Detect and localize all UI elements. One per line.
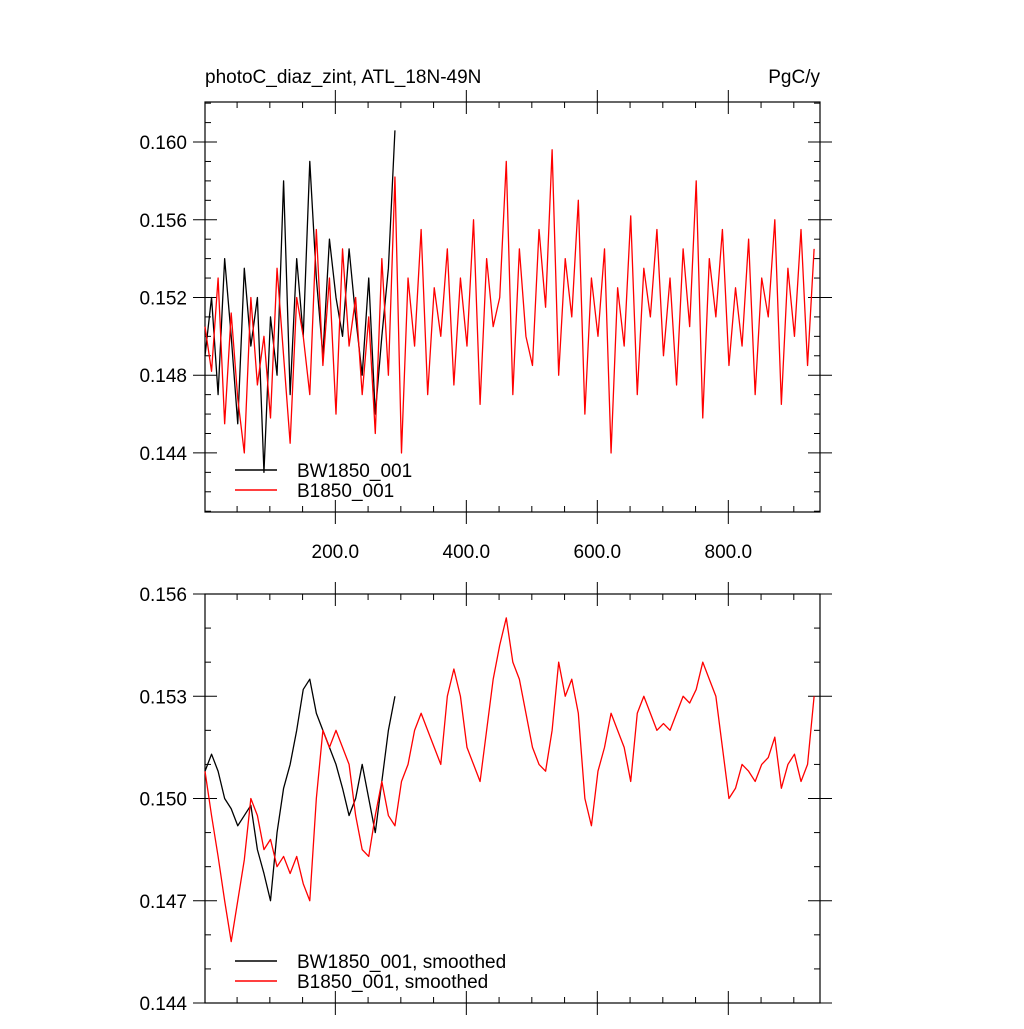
y-tick-label: 0.147: [139, 892, 187, 913]
y-tick-label: 0.152: [139, 288, 187, 309]
y-tick-label: 0.144: [139, 994, 187, 1015]
y-tick-label: 0.156: [139, 211, 187, 232]
data-line: [204, 678, 396, 902]
legend-label: B1850_001: [297, 481, 394, 502]
y-tick-label: 0.144: [139, 444, 187, 465]
plot-frame: [204, 101, 821, 513]
data-line: [204, 149, 815, 454]
legend-label: B1850_001, smoothed: [297, 972, 488, 993]
units-label: PgC/y: [768, 67, 820, 88]
legend-label: BW1850_001, smoothed: [297, 952, 506, 973]
x-tick-label: 200.0: [312, 542, 360, 563]
y-tick-label: 0.160: [139, 133, 187, 154]
data-line: [204, 130, 396, 474]
plot-frame: [204, 593, 821, 1004]
x-tick-label: 800.0: [705, 542, 753, 563]
chart-title: photoC_diaz_zint, ATL_18N-49N: [205, 67, 481, 88]
y-tick-label: 0.150: [139, 790, 187, 811]
data-line: [204, 617, 815, 943]
x-tick-label: 400.0: [443, 542, 491, 563]
x-tick-label: 600.0: [574, 542, 622, 563]
y-tick-label: 0.153: [139, 687, 187, 708]
y-tick-label: 0.156: [139, 585, 187, 606]
y-tick-label: 0.148: [139, 366, 187, 387]
legend-label: BW1850_001: [297, 461, 412, 482]
